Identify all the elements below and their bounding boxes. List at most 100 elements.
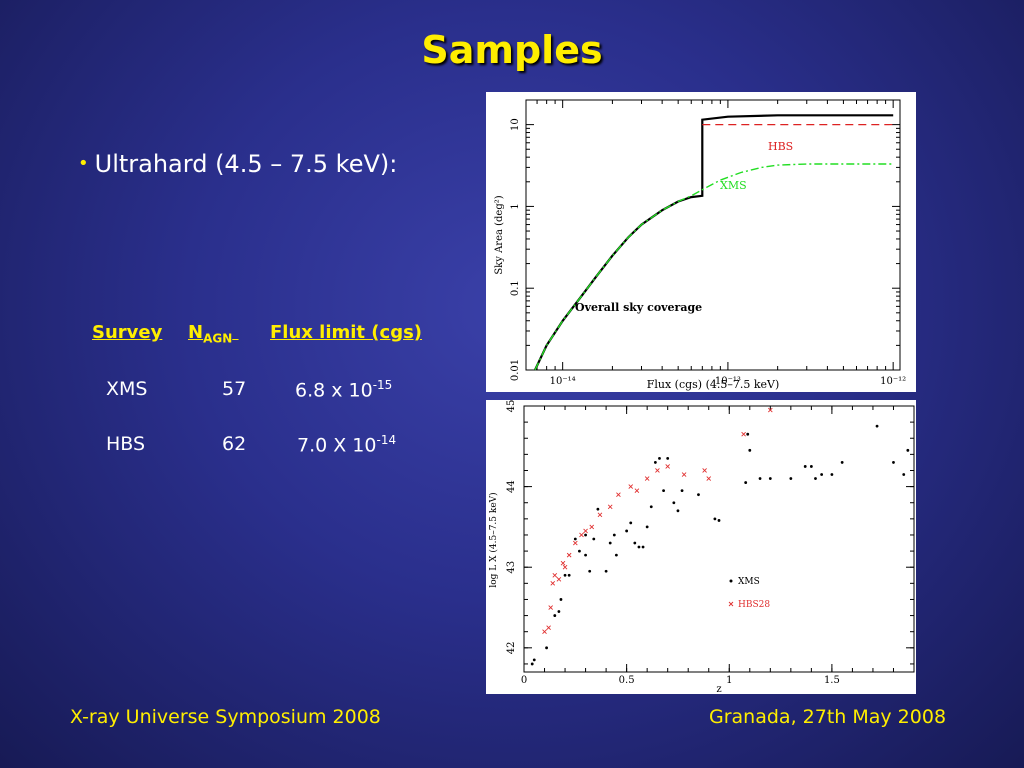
scatter-point-xms — [588, 569, 592, 573]
y-tick-label: 1 — [510, 203, 521, 209]
table-header-survey: Survey — [92, 322, 163, 343]
scatter-point-xms — [532, 658, 536, 662]
scatter-point-xms — [840, 461, 844, 464]
scatter-point-xms — [768, 477, 772, 480]
scatter-point-hbs28 — [550, 581, 556, 586]
scatter-point-hbs28 — [628, 484, 634, 489]
scatter-point-xms — [758, 477, 762, 480]
scatter-point-hbs28 — [583, 528, 588, 534]
footer-left: X-ray Universe Symposium 2008 — [70, 706, 381, 728]
scatter-point-xms — [530, 662, 534, 666]
table-cell-flux-base: 7.0 X 10 — [297, 434, 377, 457]
table-header-n-sub: AGN — [203, 331, 233, 346]
scatter-point-hbs28 — [616, 492, 621, 497]
x-axis-label: z — [716, 684, 721, 694]
scatter-point-hbs28 — [634, 488, 640, 493]
plot-frame — [525, 99, 901, 371]
legend-label-hbs28: HBS28 — [738, 600, 770, 610]
scatter-point-xms — [637, 545, 641, 549]
table-cell-flux: 7.0 X 10-14 — [297, 433, 396, 456]
scatter-point-xms — [820, 473, 824, 476]
x-tick-label: 1 — [726, 675, 732, 686]
table-cell-survey: HBS — [106, 433, 146, 455]
scatter-point-xms — [612, 533, 616, 537]
scatter-point-hbs28 — [566, 552, 572, 558]
luminosity-redshift-figure: 0 0.5 1 1.5 42 43 44 45 z log L X (4.5–7.5 keV) XM… — [486, 400, 916, 695]
table-cell-survey: XMS — [106, 378, 148, 400]
scatter-point-hbs28 — [548, 605, 554, 610]
scatter-point-hbs28 — [556, 576, 562, 582]
scatter-point-hbs28 — [607, 504, 613, 510]
table-header-n: NAGN — [188, 322, 239, 346]
scatter-point-hbs28 — [552, 572, 558, 578]
scatter-point-xms — [658, 456, 661, 460]
x-tick-label: 10⁻¹⁴ — [550, 376, 576, 387]
scatter-point-xms — [629, 521, 633, 525]
scatter-point-xms — [584, 533, 587, 537]
scatter-point-xms — [809, 465, 813, 468]
scatter-point-hbs28 — [702, 468, 707, 473]
scatter-point-xms — [633, 541, 637, 545]
scatter-point-xms — [545, 646, 548, 650]
scatter-point-xms — [672, 501, 676, 505]
legend-marker-hbs28 — [728, 601, 734, 607]
y-tick-label: 45 — [506, 400, 517, 412]
table-header-n-label: N — [188, 322, 204, 343]
table-cell-n: 62 — [222, 433, 247, 455]
scatter-point-xms — [567, 573, 571, 577]
scatter-point-xms — [584, 553, 587, 557]
scatter-point-xms — [676, 509, 680, 513]
luminosity-redshift-chart: 0 0.5 1 1.5 42 43 44 45 z log L X (4.5–7.5 keV) XM… — [488, 400, 915, 695]
scatter-point-hbs28 — [560, 560, 566, 566]
scatter-point-xms — [666, 456, 670, 460]
y-tick-label: 10 — [510, 118, 521, 131]
series-line-total — [534, 114, 894, 371]
scatter-point-xms — [713, 517, 717, 521]
footer-right: Granada, 27th May 2008 — [709, 706, 947, 728]
scatter-point-xms — [906, 448, 910, 452]
scatter-point-xms — [608, 541, 612, 545]
scatter-point-xms — [614, 553, 618, 557]
scatter-point-xms — [789, 477, 793, 480]
scatter-point-xms — [653, 461, 657, 464]
scatter-point-xms — [592, 537, 596, 541]
scatter-point-xms — [645, 525, 649, 529]
table-header-flux: Flux limit (cgs) — [270, 322, 423, 343]
scatter-point-hbs28 — [681, 472, 687, 477]
scatter-point-xms — [557, 610, 561, 613]
y-axis-label: Sky Area (deg²) — [494, 195, 505, 274]
bullet-item: • Ultrahard (4.5 – 7.5 keV): — [78, 150, 397, 178]
scatter-point-xms — [830, 473, 834, 476]
sky-coverage-chart: 10⁻¹⁴ 10⁻¹³ 10⁻¹² 0.01 0.1 1 10 Flux (cgs) (4.5… — [494, 99, 906, 391]
scatter-point-xms — [563, 573, 567, 577]
chart-annotation: Overall sky coverage — [575, 301, 702, 314]
y-tick-label: 43 — [506, 561, 517, 574]
x-axis-label: Flux (cgs) (4.5–7.5 keV) — [647, 378, 780, 391]
table-cell-flux: 6.8 x 10-15 — [295, 378, 392, 401]
scatter-point-xms — [662, 489, 665, 493]
scatter-point-xms — [697, 493, 700, 497]
y-axis-label: log L X (4.5–7.5 keV) — [488, 492, 499, 587]
scatter-point-hbs28 — [655, 468, 660, 473]
scatter-point-xms — [604, 569, 608, 573]
slide-title: Samples — [421, 28, 603, 72]
scatter-point-hbs28 — [706, 476, 712, 481]
scatter-point-xms — [803, 465, 807, 468]
scatter-point-xms — [748, 448, 752, 452]
y-tick-label: 0.01 — [510, 359, 521, 381]
x-tick-label: 1.5 — [824, 675, 840, 686]
series-label-xms: XMS — [720, 179, 747, 192]
scatter-point-hbs28 — [579, 532, 584, 538]
series-label-hbs: HBS — [768, 140, 793, 153]
scatter-point-xms — [641, 545, 645, 549]
x-tick-label: 10⁻¹³ — [715, 376, 741, 387]
scatter-point-xms — [680, 489, 684, 493]
scatter-point-hbs28 — [644, 476, 650, 481]
y-tick-label: 0.1 — [510, 280, 521, 296]
scatter-point-xms — [744, 481, 748, 484]
y-tick-label: 42 — [506, 641, 517, 654]
scatter-point-xms — [892, 461, 895, 464]
scatter-point-hbs28 — [767, 407, 773, 413]
table-cell-flux-exp: -15 — [372, 378, 393, 392]
scatter-point-xms — [717, 519, 721, 522]
